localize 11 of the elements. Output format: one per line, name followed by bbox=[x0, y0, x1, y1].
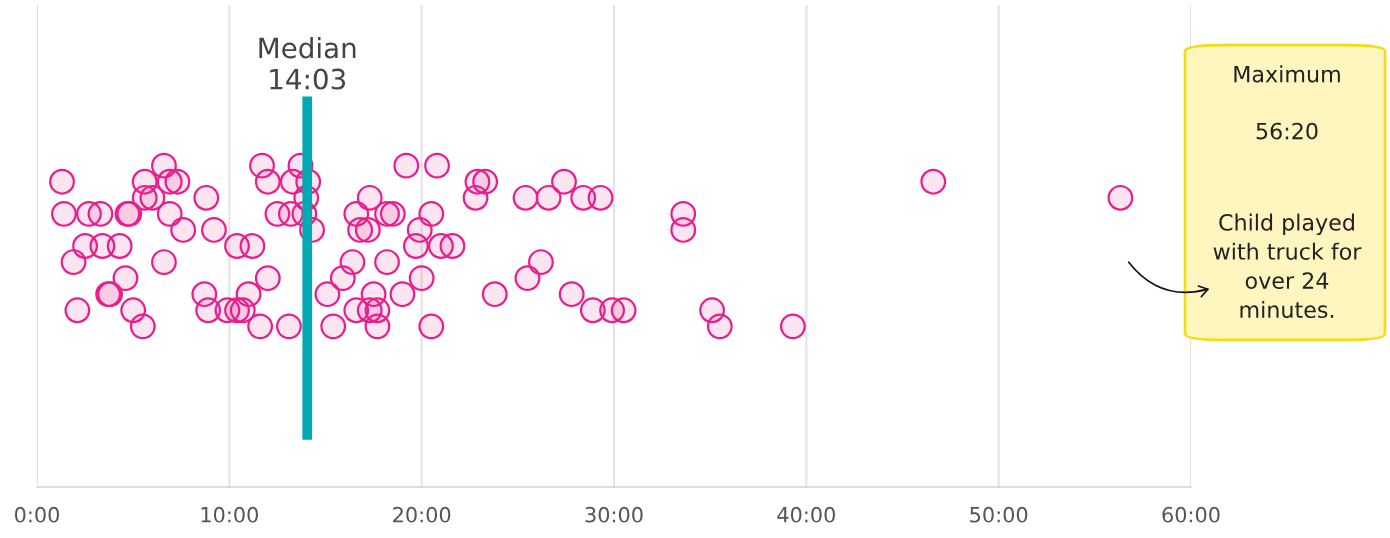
text: Maximum bbox=[1234, 65, 1340, 83]
x-tick-label: 50:00 bbox=[970, 506, 1028, 523]
text: Child played with truck for over 24 minutes. bbox=[1213, 213, 1362, 319]
x-tick-label: 0:00 bbox=[14, 506, 60, 523]
text: 56:20 bbox=[1256, 122, 1318, 140]
x-tick-label: 60:00 bbox=[1162, 506, 1220, 523]
x-tick-label: 10:00 bbox=[201, 506, 258, 523]
x-tick-label: 30:00 bbox=[585, 506, 643, 523]
x-tick-label: 40:00 bbox=[777, 506, 835, 523]
ref-line-label: Median 14:03 bbox=[259, 36, 356, 90]
x-tick-label: 20:00 bbox=[393, 506, 451, 523]
